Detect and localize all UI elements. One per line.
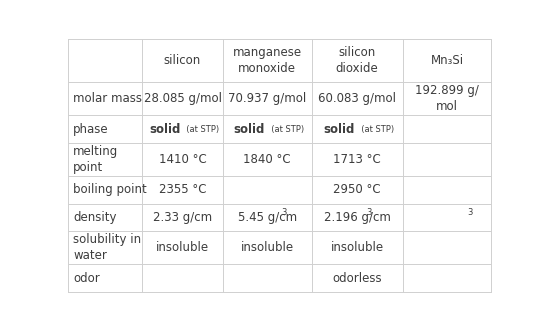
Text: silicon
dioxide: silicon dioxide	[336, 46, 378, 75]
Text: 70.937 g/mol: 70.937 g/mol	[228, 92, 306, 105]
Text: (at STP): (at STP)	[356, 125, 394, 133]
Text: insoluble: insoluble	[241, 241, 294, 254]
Text: 2.196 g/cm: 2.196 g/cm	[324, 211, 390, 224]
Text: 192.899 g/
mol: 192.899 g/ mol	[415, 84, 479, 113]
Text: molar mass: molar mass	[73, 92, 143, 105]
Text: 3: 3	[467, 208, 472, 217]
Text: 1713 °C: 1713 °C	[333, 153, 381, 166]
Text: solid: solid	[149, 123, 180, 135]
Text: 2.33 g/cm: 2.33 g/cm	[153, 211, 212, 224]
Text: (at STP): (at STP)	[266, 125, 304, 133]
Text: 2355 °C: 2355 °C	[159, 183, 206, 196]
Text: 28.085 g/mol: 28.085 g/mol	[144, 92, 222, 105]
Text: (at STP): (at STP)	[181, 125, 219, 133]
Text: solid: solid	[324, 123, 355, 135]
Text: solid: solid	[234, 123, 265, 135]
Text: phase: phase	[73, 123, 109, 135]
Text: 60.083 g/mol: 60.083 g/mol	[318, 92, 396, 105]
Text: odorless: odorless	[332, 272, 382, 285]
Text: odor: odor	[73, 272, 100, 285]
Text: 5.45 g/cm: 5.45 g/cm	[238, 211, 296, 224]
Text: boiling point: boiling point	[73, 183, 147, 196]
Text: solubility in
water: solubility in water	[73, 233, 141, 262]
Text: insoluble: insoluble	[156, 241, 209, 254]
Text: manganese
monoxide: manganese monoxide	[233, 46, 302, 75]
Text: 3: 3	[366, 208, 372, 217]
Text: 1840 °C: 1840 °C	[244, 153, 291, 166]
Text: melting
point: melting point	[73, 145, 118, 174]
Text: 3: 3	[282, 208, 287, 217]
Text: density: density	[73, 211, 117, 224]
Text: silicon: silicon	[164, 54, 201, 67]
Text: Mn₃Si: Mn₃Si	[430, 54, 464, 67]
Text: 1410 °C: 1410 °C	[159, 153, 206, 166]
Text: 2950 °C: 2950 °C	[333, 183, 381, 196]
Text: insoluble: insoluble	[330, 241, 384, 254]
